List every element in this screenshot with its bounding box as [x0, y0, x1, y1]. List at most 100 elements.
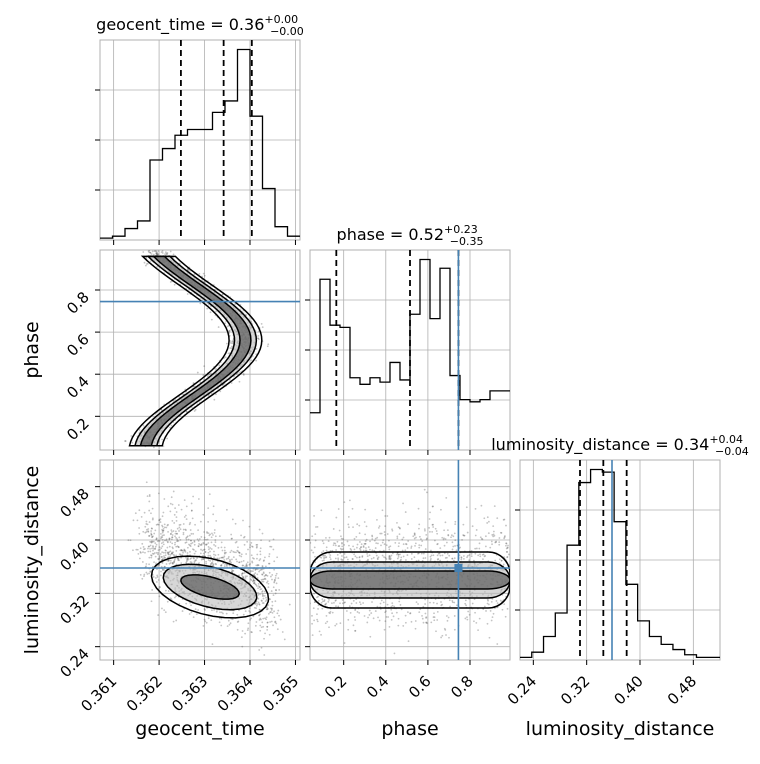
- sample-point: [438, 552, 441, 555]
- sample-point: [270, 590, 273, 592]
- sample-point: [443, 537, 445, 540]
- sample-point: [205, 621, 208, 624]
- sample-point: [264, 600, 267, 603]
- sample-point: [213, 543, 215, 546]
- sample-point: [385, 558, 388, 560]
- sample-point: [482, 558, 484, 561]
- sample-point: [451, 600, 454, 602]
- sample-point: [252, 615, 255, 618]
- sample-point: [492, 535, 495, 538]
- sample-point: [256, 603, 259, 605]
- sample-point: [347, 628, 350, 631]
- sample-point: [184, 550, 187, 553]
- sample-point: [347, 618, 350, 621]
- sample-point: [267, 343, 270, 346]
- sample-point: [144, 525, 147, 528]
- sample-point: [312, 607, 315, 610]
- sample-point: [159, 574, 162, 577]
- sample-point: [193, 561, 196, 564]
- sample-point: [155, 537, 158, 540]
- sample-point: [311, 622, 313, 625]
- sample-point: [152, 547, 155, 550]
- sample-point: [235, 551, 237, 554]
- sample-point: [199, 520, 202, 523]
- sample-point: [164, 549, 167, 552]
- sample-point: [332, 528, 335, 530]
- sample-point: [230, 382, 233, 384]
- sample-point: [256, 553, 259, 556]
- sample-point: [278, 614, 280, 617]
- sample-point: [486, 598, 489, 601]
- sample-point: [273, 580, 276, 583]
- sample-point: [341, 599, 344, 601]
- sample-point: [477, 554, 480, 557]
- sample-point: [163, 523, 166, 526]
- sample-point: [418, 523, 421, 526]
- sample-point: [362, 549, 365, 552]
- sample-point: [257, 587, 259, 590]
- sample-point: [124, 440, 126, 442]
- sample-point: [321, 607, 324, 610]
- sample-point: [219, 611, 221, 614]
- sample-point: [449, 605, 451, 608]
- sample-point: [186, 293, 189, 295]
- sample-point: [266, 580, 269, 583]
- sample-point: [337, 545, 340, 548]
- sample-point: [231, 570, 233, 573]
- sample-point: [182, 523, 185, 525]
- sample-point: [320, 551, 323, 554]
- sample-point: [349, 611, 352, 614]
- sample-point: [200, 544, 203, 546]
- sample-point: [401, 538, 404, 541]
- sample-point: [209, 550, 211, 553]
- sample-point: [256, 545, 258, 548]
- sample-point: [466, 531, 469, 534]
- sample-point: [152, 540, 155, 543]
- sample-point: [168, 562, 171, 565]
- sample-point: [459, 546, 462, 549]
- sample-point: [396, 521, 398, 524]
- sample-point: [188, 544, 191, 547]
- sample-point: [407, 611, 409, 614]
- sample-point: [262, 625, 265, 628]
- sample-point: [345, 556, 348, 559]
- sample-point: [220, 611, 223, 614]
- sample-point: [167, 590, 170, 592]
- sample-point: [422, 552, 425, 555]
- sample-point: [412, 535, 415, 538]
- sample-point: [259, 558, 262, 560]
- sample-point: [232, 339, 235, 342]
- sample-point: [396, 535, 399, 538]
- sample-point: [148, 495, 151, 498]
- sample-point: [264, 578, 267, 581]
- sample-point: [354, 609, 357, 611]
- sample-point: [177, 546, 180, 549]
- sample-point: [443, 544, 446, 547]
- sample-point: [260, 578, 263, 581]
- sample-point: [339, 602, 341, 605]
- sample-point: [175, 530, 177, 533]
- sample-point: [465, 506, 468, 509]
- sample-point: [207, 617, 210, 620]
- sample-point: [249, 544, 252, 546]
- sample-point: [154, 555, 157, 558]
- sample-point: [150, 541, 153, 544]
- sample-point: [263, 578, 265, 581]
- sample-point: [219, 390, 222, 393]
- sample-point: [504, 535, 506, 537]
- sample-point: [174, 535, 176, 538]
- sample-point: [158, 586, 161, 588]
- sample-point: [179, 523, 182, 526]
- sample-point: [399, 559, 402, 562]
- sample-point: [242, 373, 245, 375]
- sample-point: [236, 613, 239, 616]
- sample-point: [365, 525, 368, 528]
- sample-point: [142, 424, 145, 427]
- sample-point: [266, 621, 269, 624]
- sample-point: [317, 604, 320, 607]
- sample-point: [245, 564, 248, 567]
- sample-point: [318, 630, 321, 633]
- sample-point: [314, 555, 316, 558]
- sample-point: [315, 526, 317, 528]
- sample-point: [194, 559, 197, 562]
